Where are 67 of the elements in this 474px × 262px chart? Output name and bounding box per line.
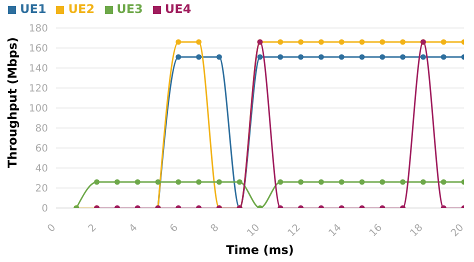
- point: [196, 39, 202, 45]
- point: [380, 179, 386, 185]
- point: [318, 179, 324, 185]
- point: [380, 54, 386, 60]
- y-tick-label: 80: [35, 124, 48, 135]
- point: [420, 54, 426, 60]
- point: [176, 39, 182, 45]
- point: [298, 54, 304, 60]
- point: [440, 39, 446, 45]
- point: [278, 39, 284, 45]
- x-tick-label: 2: [86, 222, 99, 235]
- legend-label: UE1: [20, 2, 46, 16]
- x-tick-label: 8: [209, 222, 222, 235]
- point: [420, 179, 426, 185]
- point: [298, 39, 304, 45]
- point: [236, 179, 242, 185]
- point: [134, 179, 140, 185]
- y-axis-title: Throughput (Mbps): [5, 37, 20, 168]
- point: [338, 39, 344, 45]
- y-tick-label: 0: [42, 204, 48, 215]
- point: [176, 179, 182, 185]
- point: [338, 179, 344, 185]
- x-tick-label: 18: [408, 222, 426, 240]
- point: [216, 54, 222, 60]
- x-tick-label: 20: [449, 222, 466, 240]
- point: [359, 39, 365, 45]
- point: [400, 179, 406, 185]
- y-tick-label: 140: [28, 64, 48, 75]
- point: [400, 54, 406, 60]
- y-tick-label: 180: [28, 24, 48, 35]
- point: [380, 39, 386, 45]
- point: [318, 54, 324, 60]
- y-tick-label: 40: [35, 164, 48, 175]
- legend-label: UE2: [68, 2, 95, 16]
- point: [196, 54, 202, 60]
- point: [318, 39, 324, 45]
- point: [338, 54, 344, 60]
- y-tick-label: 120: [28, 84, 48, 95]
- point: [278, 179, 284, 185]
- legend-label: UE3: [116, 2, 143, 16]
- x-tick-label: 12: [286, 222, 303, 240]
- point: [278, 54, 284, 60]
- point: [298, 179, 304, 185]
- point: [176, 54, 182, 60]
- point: [359, 179, 365, 185]
- x-tick-label: 10: [245, 222, 262, 240]
- point: [114, 179, 120, 185]
- x-axis-title: Time (ms): [226, 243, 294, 257]
- y-tick-label: 160: [28, 44, 48, 55]
- x-tick-label: 0: [46, 222, 58, 235]
- x-tick-label: 4: [127, 222, 140, 235]
- point: [400, 39, 406, 45]
- point: [359, 54, 365, 60]
- x-tick-label: 6: [168, 222, 181, 235]
- y-tick-label: 20: [35, 184, 48, 195]
- legend-label: UE4: [164, 2, 192, 16]
- point: [196, 179, 202, 185]
- point: [440, 54, 446, 60]
- x-tick-label: 14: [326, 222, 344, 240]
- point: [440, 179, 446, 185]
- y-tick-label: 100: [28, 104, 48, 115]
- point: [155, 179, 161, 185]
- x-tick-label: 16: [368, 222, 385, 240]
- point: [94, 179, 100, 185]
- point: [257, 54, 263, 60]
- point: [216, 179, 222, 185]
- y-tick-label: 60: [35, 144, 48, 155]
